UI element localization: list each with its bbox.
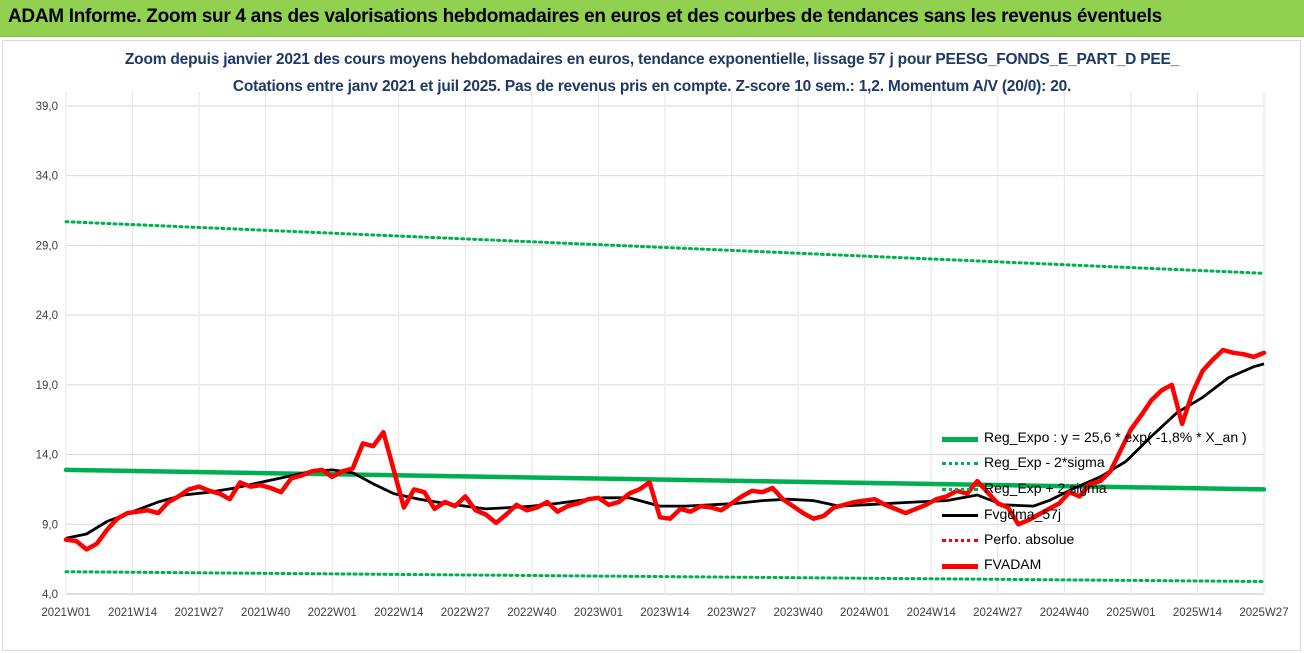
y-tick-label: 14,0 [36,450,58,462]
chart-frame [2,40,1301,651]
x-tick-label: 2024W01 [840,607,889,619]
x-tick-label: 2023W01 [574,607,623,619]
report-banner: ADAM Informe. Zoom sur 4 ans des valoris… [0,0,1304,37]
y-tick-label: 9,0 [42,519,58,531]
legend-item-reg-exp-minus: Reg_Exp - 2*sigma [940,453,1260,473]
x-tick-label: 2024W14 [907,607,957,619]
series-line-reg-exp-plus [64,220,1266,275]
x-tick-label: 2022W14 [374,607,424,619]
legend-item-fvgdma: Fvgdma_57j [940,505,1260,525]
x-tick-label: 2023W14 [640,607,690,619]
legend-item-fvadam: FVADAM [940,555,1260,575]
legend-item-reg-expo: Reg_Expo : y = 25,6 * exp( -1,8% * X_an … [940,428,1260,448]
x-tick-label: 2022W01 [308,607,357,619]
x-tick-label: 2021W27 [174,607,223,619]
report-title: ADAM Informe. Zoom sur 4 ans des valoris… [8,6,1162,27]
x-tick-label: 2025W14 [1173,607,1223,619]
x-tick-label: 2021W01 [41,607,90,619]
y-tick-label: 19,0 [36,380,58,392]
chart-title-line-1: Zoom depuis janvier 2021 des cours moyen… [124,51,1180,68]
legend-item-reg-exp-plus: Reg_Exp + 2 sigma [940,479,1260,499]
x-tick-label: 2025W01 [1106,607,1155,619]
series-line-reg-expo [63,467,1267,492]
x-tick-label: 2025W27 [1239,607,1288,619]
x-tick-label: 2021W40 [241,607,290,619]
legend-label-reg-exp-plus: Reg_Exp + 2 sigma [984,480,1107,496]
series-line-fvgdma [65,362,1265,540]
legend-swatch-fvgdma [942,514,978,517]
x-tick-label: 2024W40 [1040,607,1089,619]
legend-swatch-reg-exp-plus [942,488,978,491]
legend-item-perfo: Perfo. absolue [940,530,1260,550]
y-tick-label: 4,0 [42,589,58,601]
x-tick-label: 2021W14 [108,607,158,619]
legend-swatch-perfo [942,539,978,542]
x-tick-label: 2023W27 [707,607,756,619]
y-tick-label: 24,0 [36,310,58,322]
legend-label-fvadam: FVADAM [984,556,1042,572]
chart-title-line-2: Cotations entre janv 2021 et juil 2025. … [232,78,1072,95]
legend-label-fvgdma: Fvgdma_57j [984,506,1062,522]
x-tick-label: 2022W27 [441,607,490,619]
legend-label-perfo: Perfo. absolue [984,531,1075,547]
legend-swatch-fvadam [942,564,978,569]
x-tick-label: 2022W40 [507,607,556,619]
y-tick-label: 34,0 [36,171,58,183]
series-line-reg-exp-minus [64,570,1266,583]
series-line-fvadam [63,347,1267,552]
y-tick-label: 29,0 [36,240,58,252]
legend-swatch-reg-expo [942,437,978,442]
y-tick-label: 39,0 [36,101,58,113]
legend-swatch-reg-exp-minus [942,462,978,465]
x-tick-label: 2024W27 [973,607,1022,619]
legend-label-reg-expo: Reg_Expo : y = 25,6 * exp( -1,8% * X_an … [984,429,1247,445]
x-tick-label: 2023W40 [773,607,822,619]
legend-label-reg-exp-minus: Reg_Exp - 2*sigma [984,454,1105,470]
